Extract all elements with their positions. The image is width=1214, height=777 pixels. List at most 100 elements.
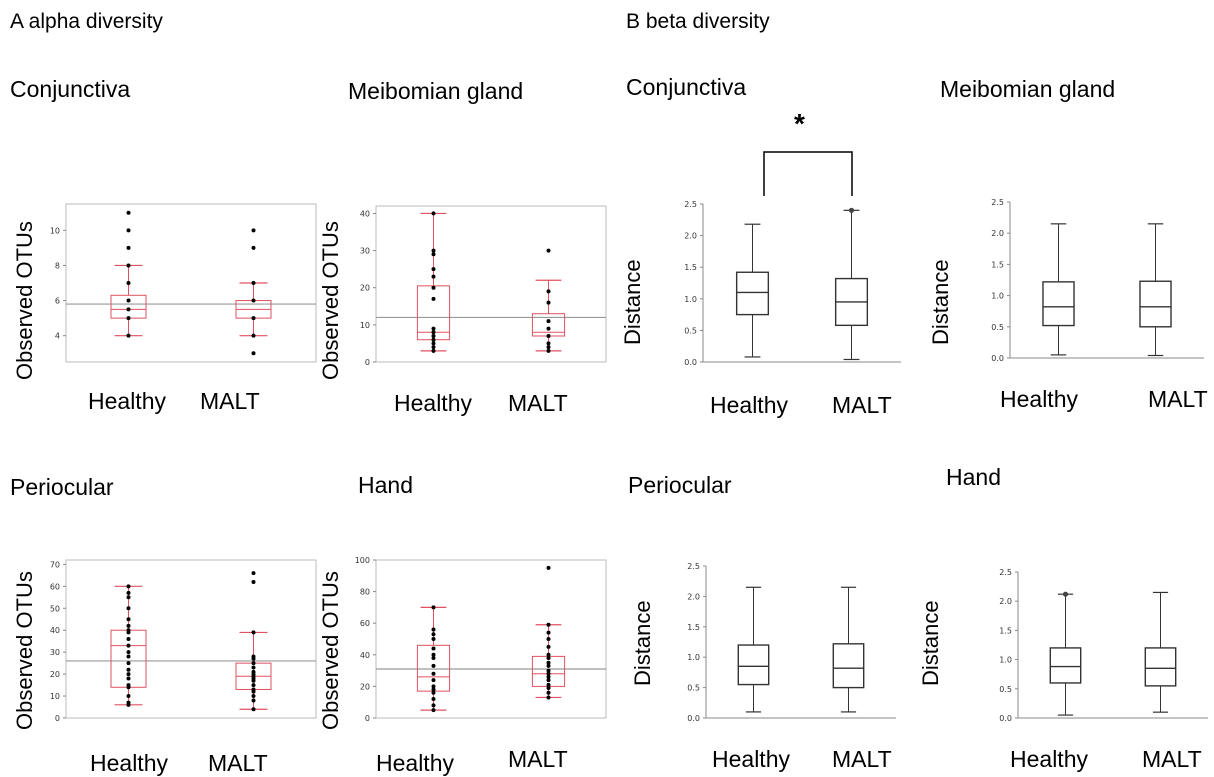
data-point: [431, 697, 436, 702]
ylabel-beta-meibomian: Distance: [928, 259, 953, 345]
ylabel-alpha-conjunctiva: Observed OTUs: [12, 221, 37, 380]
panel-title-alpha-meibomian: Meibomian gland: [348, 78, 524, 104]
box-malt: [1139, 280, 1172, 328]
data-point: [251, 571, 256, 576]
y-tick-label: 10: [50, 692, 60, 701]
data-point: [431, 646, 436, 651]
y-tick-label: 2.5: [687, 562, 700, 571]
data-point: [126, 628, 131, 633]
xlabel-healthy: Healthy: [376, 750, 454, 776]
y-tick-label: 2.0: [684, 232, 697, 241]
panel-title-alpha-hand: Hand: [358, 472, 413, 498]
y-tick-label: 40: [360, 651, 370, 660]
xlabel-malt: MALT: [200, 388, 260, 414]
data-point: [431, 330, 436, 335]
data-point: [546, 334, 551, 338]
data-point: [251, 698, 256, 703]
data-point: [431, 605, 436, 610]
xlabel-malt: MALT: [1142, 746, 1202, 772]
ylabel-beta-hand: Distance: [918, 600, 943, 686]
y-tick-label: 40: [360, 209, 370, 218]
data-point: [126, 584, 131, 589]
ylabel-alpha-periocular: Observed OTUs: [12, 571, 37, 730]
significance-star: *: [794, 108, 805, 139]
data-point: [1062, 591, 1069, 597]
data-point: [126, 228, 131, 233]
data-point: [546, 644, 551, 649]
y-tick-label: 4: [55, 332, 60, 341]
plot-frame: [375, 205, 607, 363]
y-tick-label: 2.0: [991, 229, 1004, 238]
data-point: [251, 228, 256, 233]
y-tick-label: 2.5: [991, 198, 1004, 207]
y-tick-label: 0.5: [999, 685, 1012, 694]
data-point: [126, 307, 131, 312]
data-point: [431, 690, 436, 695]
y-tick-label: 2.5: [999, 568, 1012, 577]
data-point: [251, 683, 256, 688]
box-healthy: [1049, 647, 1082, 684]
data-point: [126, 654, 131, 659]
data-point: [546, 678, 551, 683]
data-point: [431, 341, 436, 346]
data-point: [431, 296, 436, 301]
y-tick-label: 60: [360, 619, 370, 628]
y-tick-label: 0: [55, 714, 60, 723]
box-healthy: [1042, 281, 1075, 327]
data-point: [431, 632, 436, 637]
box-healthy: [735, 271, 770, 316]
xlabel-malt: MALT: [508, 746, 568, 772]
data-point: [126, 210, 131, 215]
data-point: [546, 671, 551, 676]
y-tick-label: 30: [50, 648, 60, 657]
data-point: [251, 316, 256, 321]
data-point: [546, 348, 551, 353]
y-tick-label: 6: [55, 297, 60, 306]
chart-beta-conjunctiva: 0.0 0.5 1.0 1.5 2.0 2.5: [675, 200, 905, 373]
data-point: [251, 687, 256, 692]
data-point: [431, 345, 436, 350]
data-point: [126, 672, 131, 677]
xlabel-healthy: Healthy: [88, 388, 166, 414]
y-tick-label: 20: [360, 284, 370, 293]
y-tick-label: 30: [360, 247, 370, 256]
y-tick-label: 1.5: [684, 263, 697, 272]
data-point: [431, 211, 436, 216]
data-point: [546, 663, 551, 668]
data-point: [431, 267, 436, 272]
data-point: [431, 687, 436, 692]
data-point: [126, 650, 131, 655]
data-point: [126, 617, 131, 622]
data-point: [848, 207, 855, 213]
y-tick-label: 8: [55, 261, 60, 270]
y-tick-label: 10: [360, 321, 370, 330]
xlabel-healthy: Healthy: [1000, 386, 1078, 412]
data-point: [546, 248, 551, 253]
data-point: [431, 663, 436, 668]
y-tick-label: 1.0: [999, 656, 1012, 665]
y-tick-label: 0.0: [999, 714, 1012, 723]
y-tick-label: 10: [50, 226, 60, 235]
data-point: [546, 660, 551, 665]
y-tick-label: 0.5: [991, 323, 1004, 332]
data-point: [126, 623, 131, 628]
chart-alpha-periocular: 0 10 20 30 40 50 60 70: [38, 556, 320, 729]
plot-frame: [375, 559, 607, 719]
data-point: [251, 654, 256, 659]
xlabel-malt: MALT: [832, 392, 892, 418]
data-point: [126, 298, 131, 303]
data-point: [431, 334, 436, 338]
y-tick-label: 1.0: [687, 653, 700, 662]
panel-title-beta-conjunctiva: Conjunctiva: [626, 74, 747, 100]
ylabel-alpha-meibomian: Observed OTUs: [318, 221, 343, 380]
data-point: [251, 351, 256, 356]
data-point: [431, 285, 436, 290]
y-tick-label: 50: [50, 604, 60, 613]
data-point: [251, 661, 256, 666]
data-point: [126, 333, 131, 338]
data-point: [126, 661, 131, 666]
y-tick-label: 1.5: [999, 626, 1012, 635]
y-tick-label: 80: [360, 588, 370, 597]
y-tick-label: 2.5: [684, 200, 697, 209]
xlabel-healthy: Healthy: [90, 750, 168, 776]
